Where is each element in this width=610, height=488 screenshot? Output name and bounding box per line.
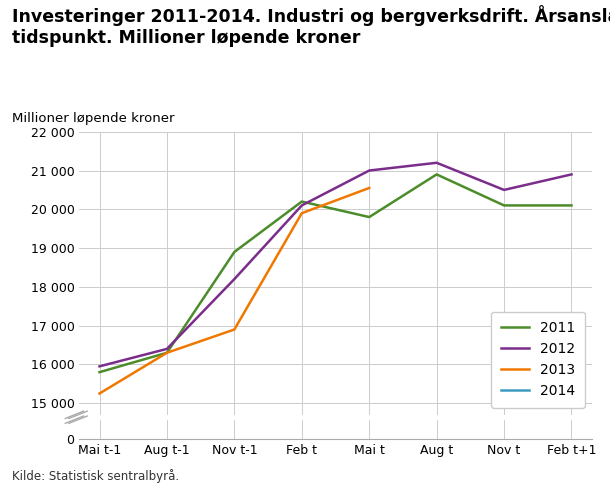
Line: 2011: 2011 bbox=[99, 174, 572, 372]
2012 bbox=[365, 167, 373, 173]
Legend: 2011, 2012, 2013, 2014: 2011, 2012, 2013, 2014 bbox=[491, 311, 585, 408]
2013 bbox=[163, 350, 171, 356]
2012 bbox=[298, 203, 306, 208]
2012 bbox=[433, 160, 440, 166]
Line: 2012: 2012 bbox=[99, 163, 572, 366]
2012 bbox=[231, 276, 238, 282]
2011 bbox=[231, 249, 238, 255]
2013 bbox=[298, 210, 306, 216]
2013 bbox=[96, 390, 103, 396]
2011 bbox=[365, 214, 373, 220]
2013 bbox=[231, 326, 238, 332]
Text: Kilde: Statistisk sentralbyrå.: Kilde: Statistisk sentralbyrå. bbox=[12, 469, 179, 483]
2012 bbox=[500, 187, 508, 193]
Text: Millioner løpende kroner: Millioner løpende kroner bbox=[12, 112, 174, 125]
2012 bbox=[568, 171, 575, 177]
2011 bbox=[163, 350, 171, 356]
2011 bbox=[500, 203, 508, 208]
Line: 2013: 2013 bbox=[99, 188, 369, 393]
2011 bbox=[433, 171, 440, 177]
2013 bbox=[365, 185, 373, 191]
Text: Investeringer 2011-2014. Industri og bergverksdrift. Årsanslag gitt på ulike
tid: Investeringer 2011-2014. Industri og ber… bbox=[12, 5, 610, 47]
2012 bbox=[163, 346, 171, 352]
2011 bbox=[568, 203, 575, 208]
2011 bbox=[298, 199, 306, 204]
2012 bbox=[96, 364, 103, 369]
2011 bbox=[96, 369, 103, 375]
